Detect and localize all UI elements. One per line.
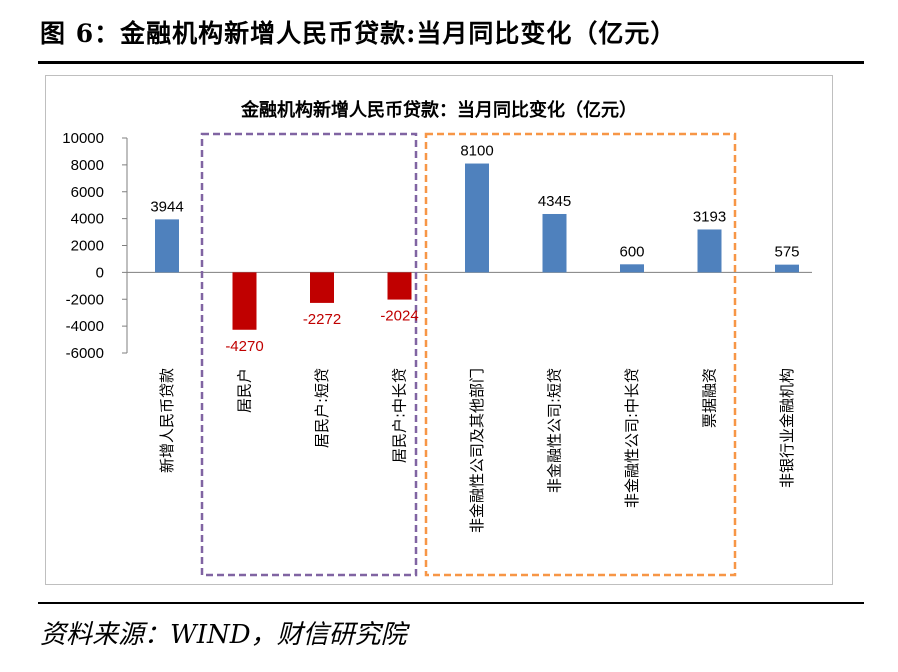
y-tick-label: 0 [96,264,104,281]
y-tick-label: -4000 [66,318,104,335]
data-label: 3944 [150,198,183,215]
bar [387,272,412,300]
y-tick-label: 4000 [71,211,104,228]
category-label: 非金融性公司:中长贷 [623,368,641,508]
bar [465,163,489,273]
household-group-box [200,132,418,577]
category-label: 票据融资 [701,368,719,428]
data-labels: 3944 -4270 -2272 -2024 8100 4345 600 3193 575 [150,143,799,355]
data-label: -4270 [225,338,263,355]
y-tick-label: -2000 [66,291,104,308]
data-label: -2272 [303,311,341,328]
y-tick-label: -6000 [66,345,104,362]
bar [542,213,567,273]
data-label: 3193 [693,208,726,225]
category-label: 非银行业金融机构 [778,368,796,488]
category-labels: 新增人民币贷款 居民户 居民户:短贷 居民户:中长贷 非金融性公司及其他部门 非金融性公司… [158,368,796,533]
bar [775,264,799,273]
bar [232,272,257,330]
category-label: 非金融性公司及其他部门 [468,368,486,533]
y-tick-label: 2000 [71,238,104,255]
y-tick-label: 10000 [62,130,104,147]
bar [697,229,722,273]
y-tick-label: 6000 [71,184,104,201]
bar [155,219,179,273]
data-label: 4345 [538,193,571,210]
y-tick-label: 8000 [71,157,104,174]
bottom-rule [38,602,864,604]
category-label: 居民户 [236,368,254,413]
data-label: 600 [619,243,644,260]
source-note: 资料来源：WIND，财信研究院 [40,620,407,650]
data-label: -2024 [380,308,418,325]
chart-frame [45,75,833,585]
chart-title: 金融机构新增人民币贷款：当月同比变化（亿元） [240,99,637,121]
category-label: 居民户:短贷 [313,368,331,448]
nonbank-corporate-group-box [424,132,737,577]
category-label: 非金融性公司:短贷 [546,368,564,493]
category-label: 居民户:中长贷 [391,368,409,463]
top-rule [38,61,864,64]
bar [310,272,334,303]
figure-title: 图 6：金融机构新增人民币贷款:当月同比变化（亿元） [40,19,677,48]
group-boxes [200,132,737,577]
bar [620,264,644,273]
bars [155,163,799,330]
category-label: 新增人民币贷款 [158,368,176,473]
data-label: 8100 [460,143,493,160]
data-label: 575 [774,244,799,261]
